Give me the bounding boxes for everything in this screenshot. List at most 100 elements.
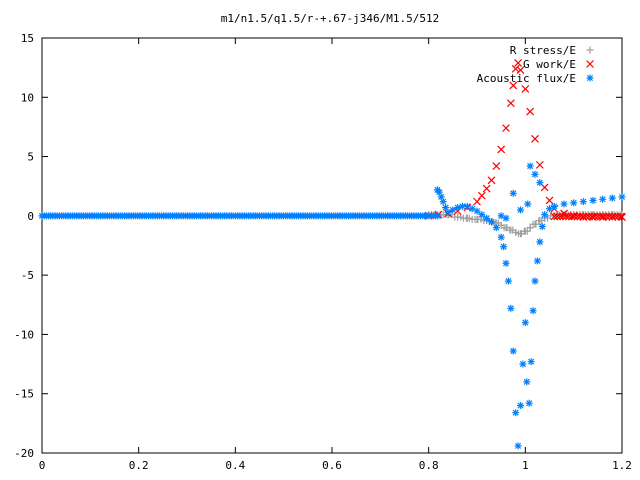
data-point bbox=[509, 81, 518, 90]
data-marks bbox=[38, 58, 626, 450]
data-point bbox=[517, 402, 524, 410]
data-point bbox=[611, 212, 620, 221]
data-point bbox=[478, 211, 486, 219]
y-tick-label: 10 bbox=[21, 91, 34, 104]
x-tick-label: 1.2 bbox=[612, 459, 632, 472]
axis-ticks: 0 0.2 0.4 0.6 0.8 1 1.2 15 10 5 0 -5 -10 -15 -20 bbox=[14, 32, 632, 472]
data-point bbox=[576, 212, 585, 221]
data-point bbox=[492, 162, 501, 170]
y-tick-label: -5 bbox=[21, 269, 34, 282]
x-tick-label: 1 bbox=[522, 459, 529, 472]
data-point bbox=[582, 212, 591, 221]
data-point bbox=[527, 358, 535, 366]
data-point bbox=[591, 212, 599, 221]
data-point bbox=[473, 215, 481, 223]
data-point bbox=[617, 212, 625, 221]
data-point bbox=[526, 162, 534, 170]
series-2 bbox=[424, 58, 626, 221]
data-point bbox=[570, 199, 578, 207]
data-point bbox=[504, 277, 512, 285]
data-point bbox=[529, 307, 537, 315]
data-point bbox=[605, 212, 614, 221]
data-point bbox=[477, 191, 486, 200]
legend-marker bbox=[586, 46, 594, 54]
data-point bbox=[593, 212, 602, 221]
data-point bbox=[497, 212, 505, 220]
data-point bbox=[511, 64, 520, 73]
x-tick-label: 0.6 bbox=[322, 459, 342, 472]
data-point bbox=[483, 214, 491, 222]
legend-label: R stress/E bbox=[510, 44, 576, 57]
series-3 bbox=[38, 162, 626, 450]
data-point bbox=[502, 259, 510, 267]
data-point bbox=[512, 409, 520, 417]
data-point bbox=[502, 224, 510, 232]
data-point bbox=[507, 304, 515, 312]
data-point bbox=[588, 212, 596, 221]
data-point bbox=[596, 212, 605, 221]
data-point bbox=[521, 85, 530, 93]
data-point bbox=[439, 198, 447, 206]
data-point bbox=[434, 212, 442, 220]
legend-marker bbox=[586, 60, 594, 68]
y-tick-label: -10 bbox=[14, 328, 34, 341]
data-point bbox=[614, 212, 623, 221]
data-point bbox=[564, 212, 573, 221]
data-point bbox=[536, 238, 544, 246]
data-point bbox=[573, 212, 582, 221]
x-tick-label: 0.8 bbox=[419, 459, 439, 472]
data-point bbox=[585, 212, 594, 221]
x-tick-label: 0.2 bbox=[129, 459, 149, 472]
data-point bbox=[550, 202, 558, 210]
data-point bbox=[570, 212, 579, 221]
data-point bbox=[525, 399, 533, 407]
legend-label: G work/E bbox=[523, 58, 576, 71]
data-point bbox=[473, 197, 481, 206]
data-point bbox=[531, 220, 539, 228]
data-point bbox=[509, 347, 517, 355]
data-point bbox=[526, 107, 535, 116]
data-point bbox=[444, 208, 452, 216]
data-point bbox=[602, 212, 611, 221]
data-point bbox=[517, 230, 524, 238]
data-point bbox=[454, 204, 462, 212]
data-point bbox=[536, 217, 544, 225]
data-point bbox=[618, 193, 626, 201]
data-point bbox=[502, 124, 510, 133]
data-point bbox=[524, 200, 532, 208]
data-point bbox=[487, 176, 496, 185]
data-point bbox=[442, 204, 450, 212]
data-point bbox=[523, 378, 531, 386]
data-point bbox=[497, 233, 505, 241]
data-point bbox=[536, 179, 544, 187]
data-point bbox=[579, 198, 587, 206]
data-point bbox=[550, 212, 559, 221]
data-point bbox=[473, 207, 481, 215]
data-point bbox=[589, 196, 597, 204]
data-point bbox=[454, 213, 462, 221]
data-point bbox=[514, 58, 523, 67]
data-point bbox=[531, 134, 539, 143]
data-point bbox=[488, 218, 495, 226]
data-point bbox=[599, 195, 607, 203]
data-point bbox=[535, 160, 544, 169]
y-tick-label: 0 bbox=[27, 210, 34, 223]
data-point bbox=[562, 212, 570, 221]
data-point bbox=[531, 170, 539, 178]
data-point bbox=[599, 212, 608, 221]
data-point bbox=[579, 212, 588, 221]
data-point bbox=[526, 224, 534, 232]
data-point bbox=[608, 212, 617, 221]
plot-frame bbox=[41, 37, 623, 454]
data-point bbox=[559, 212, 567, 221]
y-tick-label: -15 bbox=[14, 388, 34, 401]
data-point bbox=[517, 206, 524, 214]
data-point bbox=[492, 224, 500, 232]
y-tick-label: 15 bbox=[21, 32, 34, 45]
chart-title: m1/n1.5/q1.5/r-+.67-j346/M1.5/512 bbox=[221, 12, 440, 25]
x-tick-label: 0 bbox=[39, 459, 46, 472]
data-point bbox=[463, 214, 471, 222]
data-point bbox=[533, 257, 541, 265]
